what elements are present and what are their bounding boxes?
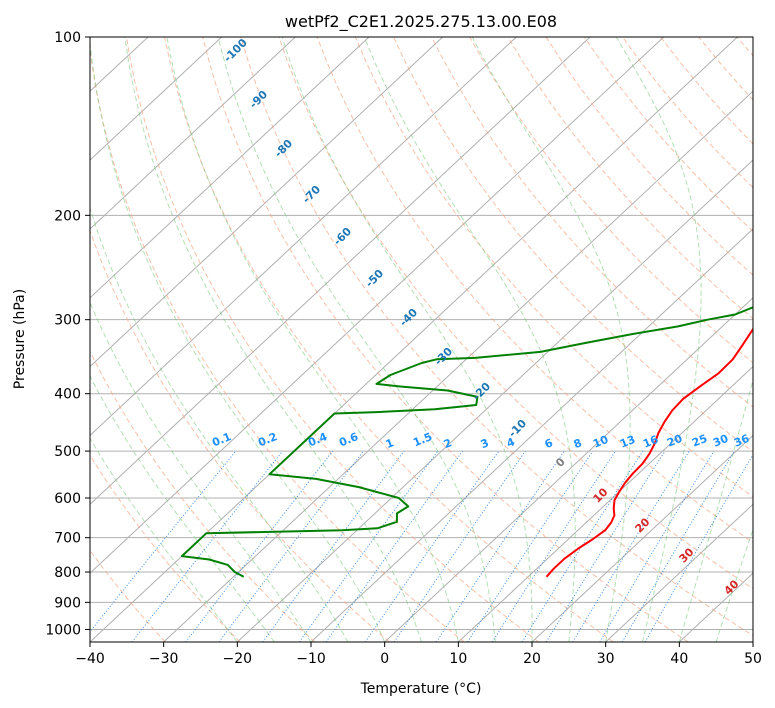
dry-adiabat xyxy=(507,37,753,320)
temperature-profile-line xyxy=(545,327,753,578)
moist-adiabat xyxy=(90,37,386,642)
x-tick-label: −20 xyxy=(223,651,253,667)
isotherm--30 xyxy=(163,90,753,642)
y-tick-label: 700 xyxy=(54,531,81,547)
moist-adiabat xyxy=(615,37,702,642)
isotherm--60 xyxy=(90,37,591,505)
isotherm-10 xyxy=(457,365,753,642)
dry-adiabat xyxy=(164,37,614,642)
moist-adiabat xyxy=(217,37,496,642)
x-tick-label: 40 xyxy=(670,651,688,667)
y-tick-label: 600 xyxy=(54,491,81,507)
x-tick-label: −30 xyxy=(149,651,179,667)
y-axis: 100 200 300 400 500 600 700 800 900 1000 xyxy=(45,30,90,638)
y-tick-label: 800 xyxy=(54,565,81,581)
dry-adiabat xyxy=(278,37,753,590)
dewpoint-profile-line xyxy=(180,306,753,578)
mixing-ratio-line xyxy=(435,450,565,642)
x-tick-label: 0 xyxy=(380,651,389,667)
mixing-ratio-label: 2 xyxy=(442,436,454,451)
moist-adiabat xyxy=(281,37,533,642)
series-layer xyxy=(180,306,753,578)
moist-adiabat xyxy=(166,37,459,642)
chart-title: wetPf2_C2E1.2025.275.13.00.E08 xyxy=(285,12,557,32)
moist-adiabat xyxy=(678,378,753,642)
isotherm--100 xyxy=(90,37,296,230)
moist-adiabat xyxy=(90,206,349,642)
mixing-ratio-line xyxy=(572,450,690,642)
moist-adiabat xyxy=(90,374,275,642)
isotherm--90 xyxy=(90,37,370,299)
isotherm--80 xyxy=(90,37,444,368)
isotherm-20 xyxy=(531,434,753,642)
y-tick-label: 1000 xyxy=(45,622,81,638)
mixing-ratio-label: 13 xyxy=(618,433,637,451)
dry-adiabat xyxy=(202,37,689,642)
mixing-ratio-label: 36 xyxy=(732,432,751,450)
mixing-ratio-line xyxy=(262,450,405,642)
plot-area xyxy=(90,37,753,642)
x-tick-label: 20 xyxy=(523,651,541,667)
x-tick-label: 10 xyxy=(449,651,467,667)
dry-adiabat xyxy=(354,37,753,498)
moist-adiabat xyxy=(90,437,238,642)
reference-lines-layer xyxy=(90,37,753,642)
mixing-ratio-label: 16 xyxy=(641,433,660,451)
plot-frame xyxy=(89,36,754,643)
mixing-ratio-label: 1 xyxy=(384,436,396,451)
moist-adiabat xyxy=(471,37,631,642)
y-tick-label: 300 xyxy=(54,313,81,329)
mixing-ratio-line xyxy=(131,450,283,642)
moist-adiabat xyxy=(715,527,753,642)
x-tick-label: −40 xyxy=(75,651,105,667)
y-tick-label: 100 xyxy=(54,30,81,46)
isotherm--110 xyxy=(90,37,223,161)
mixing-ratio-label: 8 xyxy=(572,436,584,451)
x-axis-title: Temperature (°C) xyxy=(360,681,482,697)
mixing-ratio-label: 30 xyxy=(711,432,730,450)
y-axis-title: Pressure (hPa) xyxy=(12,289,28,389)
mixing-ratio-label: 25 xyxy=(690,432,709,450)
mixing-ratio-label: 20 xyxy=(665,432,684,450)
dry-adiabat xyxy=(240,37,753,637)
isotherm-0 xyxy=(384,297,753,642)
isotherm--20 xyxy=(236,159,753,642)
mixing-ratio-line xyxy=(298,450,439,642)
y-tick-label: 200 xyxy=(54,208,81,224)
x-tick-label: 30 xyxy=(597,651,615,667)
dry-adiabat xyxy=(393,37,753,453)
mixing-ratio-line xyxy=(545,450,666,642)
mixing-ratio-line xyxy=(599,450,715,642)
isotherm-30 xyxy=(605,503,753,642)
mixing-ratio-label: 10 xyxy=(591,433,610,451)
isotherm--70 xyxy=(90,37,517,437)
mixing-ratio-line xyxy=(90,450,237,633)
dry-adiabat xyxy=(431,37,753,408)
moist-adiabat xyxy=(363,37,576,642)
mixing-ratio-line xyxy=(491,450,616,642)
mixing-ratio-line xyxy=(621,450,735,642)
isotherm--10 xyxy=(310,228,753,642)
moist-adiabat xyxy=(124,37,422,642)
y-tick-label: 500 xyxy=(54,444,81,460)
x-tick-label: −10 xyxy=(296,651,326,667)
moist-adiabat xyxy=(90,301,312,642)
isotherm--50 xyxy=(90,37,665,574)
dry-adiabat xyxy=(90,46,465,642)
x-axis: −40 −30 −20 −10 0 10 20 30 40 50 xyxy=(75,642,762,667)
dry-adiabat xyxy=(90,350,316,642)
dry-adiabat xyxy=(90,454,241,642)
y-tick-label: 400 xyxy=(54,387,81,403)
y-tick-label: 900 xyxy=(54,595,81,611)
dry-adiabat xyxy=(90,229,390,642)
mixing-ratio-label: 3 xyxy=(479,436,491,451)
x-tick-label: 50 xyxy=(744,651,762,667)
mixing-ratio-line xyxy=(521,450,644,642)
dry-adiabat xyxy=(316,37,753,544)
mixing-ratio-line xyxy=(467,450,594,642)
